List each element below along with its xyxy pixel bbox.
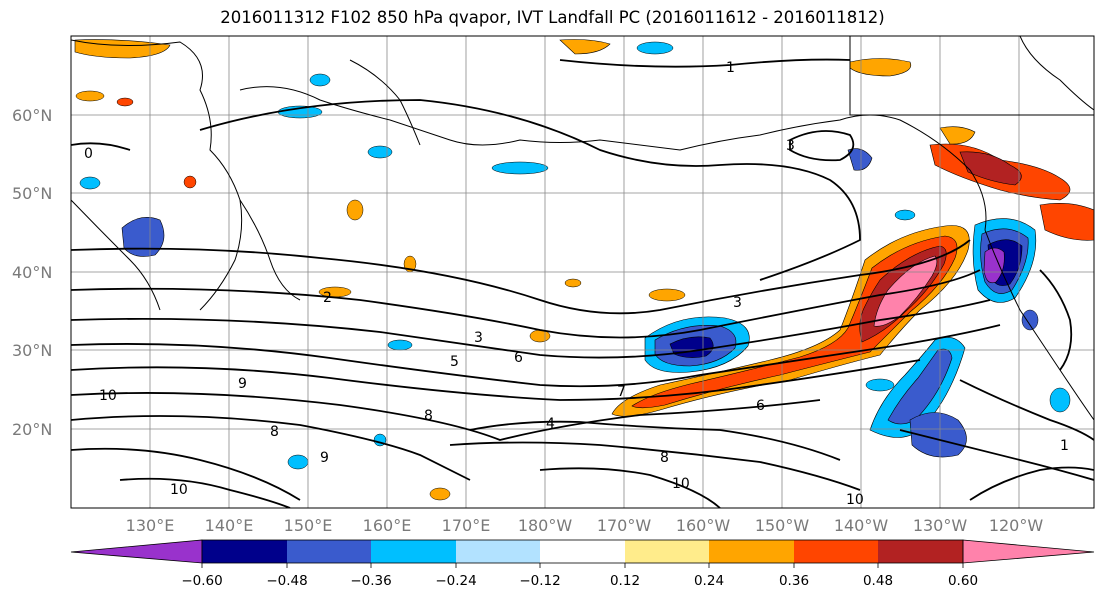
positive-east-mid: [939, 126, 976, 145]
latitude-axis: 60°N 50°N 40°N 30°N 20°N: [12, 106, 52, 439]
colorbar-segment: [287, 540, 371, 563]
lon-label: 150°E: [284, 516, 333, 535]
lon-label: 140°E: [205, 516, 254, 535]
patch: [367, 145, 393, 159]
contour-label: 10: [846, 492, 864, 508]
patch: [564, 278, 582, 288]
colorbar-extend-left: [70, 539, 203, 564]
contour-label: 10: [99, 388, 117, 404]
contour-label: 3: [474, 330, 483, 346]
lat-label-50n: 50°N: [12, 184, 52, 203]
colorbar-segment: [371, 540, 456, 563]
lon-label: 160°W: [676, 516, 731, 535]
contour-label: 3: [733, 295, 742, 311]
contour-lines: [71, 58, 1094, 508]
patch: [894, 209, 916, 221]
lon-label: 120°W: [989, 516, 1044, 535]
colorbar-segment: [456, 540, 540, 563]
contour-label: 5: [450, 354, 459, 370]
colorbar-tick-label: 0.48: [863, 573, 893, 589]
lon-label: 130°W: [913, 516, 968, 535]
contour-label: 8: [660, 450, 669, 466]
contour-label: 10: [672, 476, 690, 492]
contour-label: 4: [546, 416, 555, 432]
colorbar-segment: [540, 540, 625, 563]
lat-label-60n: 60°N: [12, 106, 52, 125]
map-frame: [70, 35, 1095, 509]
contour-label: 8: [424, 408, 433, 424]
positive-nw-edge: [1039, 203, 1094, 241]
patch: [1021, 309, 1039, 331]
colorbar-tick-label: 0.24: [694, 573, 724, 589]
contour-label: 6: [756, 398, 765, 414]
contour-label: 7: [617, 384, 626, 400]
positive-top-mid: [559, 39, 611, 55]
longitude-axis: 130°E 140°E 150°E 160°E 170°E 180°W 170°…: [126, 516, 1044, 535]
lat-label-40n: 40°N: [12, 263, 52, 282]
map-panel: 1 2 3 3 3 5 6 7 4 8 8 9 9 10 10 10 10 8 …: [70, 35, 1095, 509]
lon-label: 130°E: [126, 516, 175, 535]
colorbar-segment: [625, 540, 709, 563]
contour-label: 6: [514, 350, 523, 366]
lon-label: 160°E: [363, 516, 412, 535]
patch: [1049, 387, 1071, 413]
contour-label: 1: [726, 60, 735, 76]
negative-alaska: [847, 148, 873, 171]
patch: [636, 41, 674, 55]
patch: [287, 454, 309, 470]
contour-label: 9: [238, 376, 247, 392]
patch: [309, 73, 331, 87]
patch: [429, 487, 451, 501]
contour-label: 10: [170, 482, 188, 498]
shading-layer: [74, 39, 1094, 458]
colorbar-tick-label: −0.36: [350, 573, 391, 589]
lon-label: 170°W: [597, 516, 652, 535]
colorbar-segment: [878, 540, 963, 563]
patch: [79, 176, 101, 190]
colorbar-ticks: [201, 563, 964, 568]
lon-label: 140°W: [834, 516, 889, 535]
colorbar-segment: [202, 540, 287, 563]
colorbar-tick-label: −0.12: [519, 573, 560, 589]
negative-coast-purple: [983, 247, 1005, 284]
lon-label: 170°E: [442, 516, 491, 535]
colorbar-tick-label: −0.48: [266, 573, 307, 589]
lat-label-30n: 30°N: [12, 341, 52, 360]
contour-label-group: 1 2 3 3 3 5 6 7 4 8 8 9 9 10 10 10 10 8 …: [84, 60, 1069, 508]
patch: [346, 199, 364, 221]
colorbar-tick-label: −0.24: [435, 573, 476, 589]
patch: [865, 378, 895, 392]
contour-label: 0: [84, 146, 93, 162]
contour-label: 3: [786, 138, 795, 154]
colorbar-extend-right: [962, 539, 1095, 564]
lon-label: 150°W: [755, 516, 810, 535]
lon-label: 180°W: [518, 516, 573, 535]
negative-japan: [121, 217, 165, 257]
patch: [116, 97, 134, 107]
colorbar-segment: [709, 540, 794, 563]
negative-blob-sw-coast: [909, 412, 967, 458]
colorbar-tick-label: 0.36: [779, 573, 809, 589]
contour-label: 8: [270, 424, 279, 440]
lat-label-20n: 20°N: [12, 420, 52, 439]
patch: [183, 175, 197, 189]
patch: [491, 161, 549, 175]
colorbar-tick-label: 0.60: [948, 573, 978, 589]
colorbar-tick-label: 0.12: [610, 573, 640, 589]
patch: [387, 339, 413, 351]
patch: [75, 90, 105, 102]
contour-label: 2: [323, 290, 332, 306]
contour-label: 1: [1060, 438, 1069, 454]
positive-plume-red: [631, 235, 958, 409]
colorbar-segment: [794, 540, 878, 563]
colorbar-tick-label: −0.60: [181, 573, 222, 589]
map-title: 2016011312 F102 850 hPa qvapor, IVT Land…: [220, 8, 885, 27]
patch: [648, 288, 686, 302]
colorbar: −0.60 −0.48 −0.36 −0.24 −0.12 0.12 0.24 …: [70, 539, 1095, 589]
contour-label: 9: [320, 450, 329, 466]
positive-bc-dark: [959, 151, 1022, 186]
colorbar-frame: [201, 539, 964, 564]
